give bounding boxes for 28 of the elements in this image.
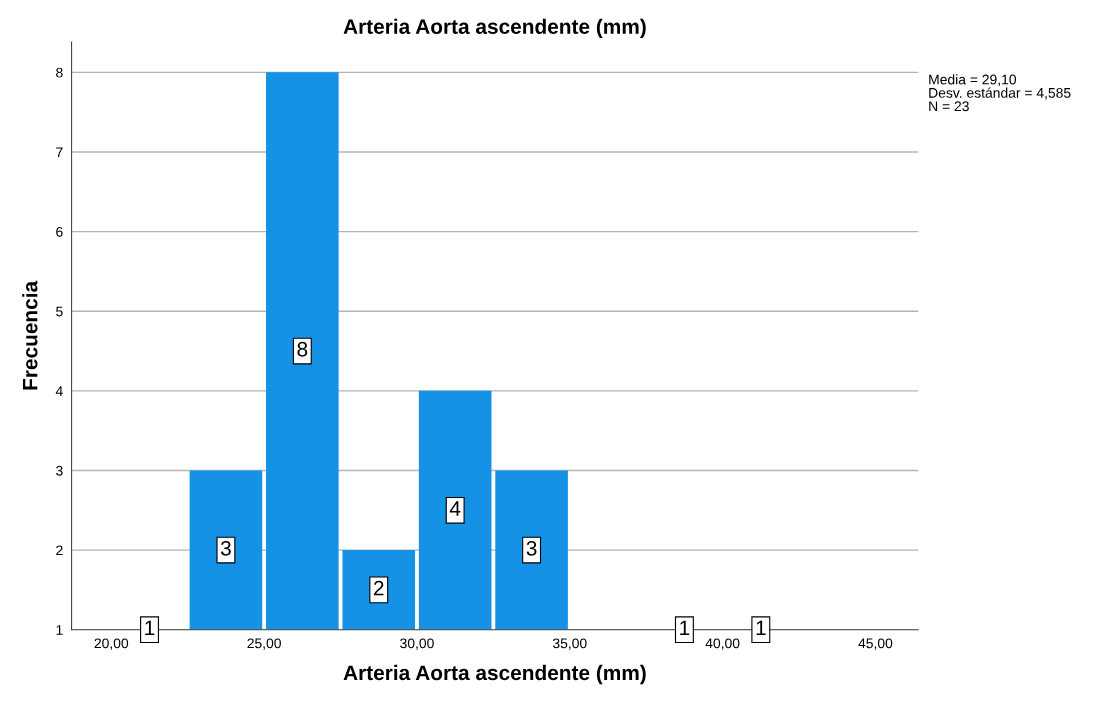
- text: Desv. estándar = 4,585: [929, 87, 1071, 100]
- x-axis-title: Arteria Aorta ascendente (mm): [343, 664, 646, 685]
- data-label: 1: [680, 620, 690, 636]
- y-tick-label: 4: [55, 386, 63, 396]
- y-tick-label: 3: [56, 465, 63, 476]
- data-label: 1: [756, 620, 766, 636]
- data-label: 3: [526, 540, 537, 556]
- x-tick-label: 45,00: [858, 638, 893, 650]
- text: N = 23: [929, 101, 969, 112]
- y-tick-label: 1: [56, 625, 63, 635]
- y-tick-label: 6: [56, 226, 63, 237]
- y-tick-label: 5: [56, 306, 63, 317]
- y-axis-title: Frecuencia: [22, 280, 38, 390]
- x-tick-label: 35,00: [552, 638, 587, 650]
- x-tick-label: 40,00: [705, 638, 740, 650]
- text: Media = 29,10: [929, 74, 1017, 87]
- data-label: 3: [220, 540, 231, 556]
- data-label: 2: [374, 580, 384, 596]
- data-label: 4: [449, 501, 461, 516]
- y-tick-label: 7: [56, 147, 63, 158]
- data-label: 1: [145, 620, 155, 636]
- y-tick-label: 2: [56, 545, 63, 556]
- x-tick-label: 30,00: [400, 638, 434, 650]
- chart-title: Arteria Aorta ascendente (mm): [343, 18, 646, 39]
- x-tick-label: 25,00: [247, 638, 281, 650]
- x-tick-label: 20,00: [94, 638, 129, 650]
- data-label: 8: [297, 341, 308, 357]
- y-tick-label: 8: [56, 67, 63, 78]
